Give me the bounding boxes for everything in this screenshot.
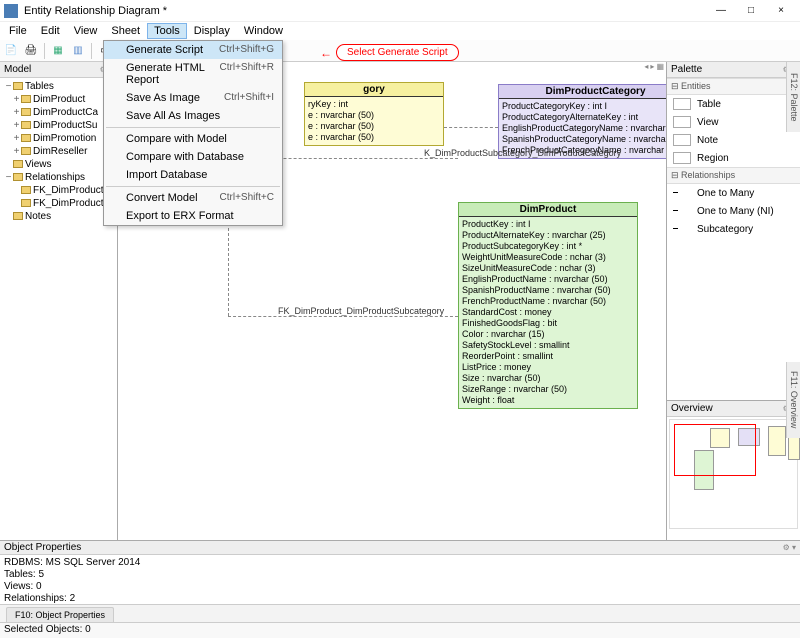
entity-subcategory-cut[interactable]: goryryKey : inte : nvarchar (50)e : nvar…	[304, 82, 444, 146]
tools-menu-dropdown: Generate ScriptCtrl+Shift+GGenerate HTML…	[103, 40, 283, 226]
minimize-button[interactable]: —	[706, 2, 736, 20]
tree-node[interactable]: −Relationships	[2, 171, 115, 184]
tree-node[interactable]: −Tables	[2, 80, 115, 93]
model-tree[interactable]: −Tables+DimProduct+DimProductCa+DimProdu…	[0, 78, 117, 540]
canvas-nav-icon[interactable]: ◂	[644, 62, 648, 71]
overview-canvas[interactable]	[669, 419, 798, 529]
entity-dimproduct[interactable]: DimProductProductKey : int IProductAlter…	[458, 202, 638, 409]
menu-file[interactable]: File	[2, 23, 34, 39]
callout-text: Select Generate Script	[336, 44, 459, 61]
props-title: Object Properties	[4, 542, 81, 553]
side-tab-palette[interactable]: F12: Palette	[786, 62, 800, 132]
palette-item[interactable]: ⎯One to Many	[667, 184, 800, 202]
menu-tools[interactable]: Tools	[147, 23, 187, 39]
app-icon	[4, 4, 18, 18]
annotation-callout: ← Select Generate Script	[320, 44, 459, 61]
tree-node[interactable]: +DimPromotion	[2, 132, 115, 145]
menu-window[interactable]: Window	[237, 23, 290, 39]
canvas-nav-icon[interactable]: ▸	[650, 62, 654, 71]
tree-node[interactable]: +DimReseller	[2, 145, 115, 158]
tree-node[interactable]: +DimProductCa	[2, 106, 115, 119]
overview-title: Overview	[671, 403, 713, 414]
tree-node[interactable]: FK_DimProduct	[2, 184, 115, 197]
palette-item-table[interactable]: Table	[667, 95, 800, 113]
palette-title: Palette	[671, 64, 702, 75]
menuitem-generate-html-report[interactable]: Generate HTML ReportCtrl+Shift+R	[104, 59, 282, 89]
maximize-button[interactable]: □	[736, 2, 766, 20]
object-properties-panel: Object Properties ⚙ ▾ RDBMS: MS SQL Serve…	[0, 540, 800, 604]
menu-display[interactable]: Display	[187, 23, 237, 39]
canvas-nav-icon[interactable]: ▦	[656, 62, 664, 71]
panel-gear-icon[interactable]: ⚙ ▾	[783, 543, 796, 552]
side-tab-overview[interactable]: F11: Overview	[786, 362, 800, 438]
statusbar: Selected Objects: 0	[0, 622, 800, 638]
tree-node[interactable]: Views	[2, 158, 115, 171]
menuitem-compare-with-model[interactable]: Compare with Model	[104, 130, 282, 148]
menu-view[interactable]: View	[67, 23, 105, 39]
menuitem-compare-with-database[interactable]: Compare with Database	[104, 148, 282, 166]
close-button[interactable]: ×	[766, 2, 796, 20]
palette: ⊟ EntitiesTableViewNoteRegion⊟ Relations…	[667, 78, 800, 400]
tool-icon[interactable]: ▥	[69, 42, 87, 60]
relation-label: K_DimProductSubcategory_DimProductCatego…	[424, 148, 621, 158]
window-title: Entity Relationship Diagram *	[24, 5, 706, 17]
tab-object-properties[interactable]: F10: Object Properties	[6, 607, 114, 622]
menuitem-export-to-erx-format[interactable]: Export to ERX Format	[104, 207, 282, 225]
menuitem-convert-model[interactable]: Convert ModelCtrl+Shift+C	[104, 189, 282, 207]
relation-label: FK_DimProduct_DimProductSubcategory	[278, 306, 444, 316]
print-icon[interactable]: 🖨	[22, 42, 40, 60]
tree-node[interactable]: +DimProduct	[2, 93, 115, 106]
arrow-icon: ←	[320, 46, 332, 60]
model-panel-title: Model	[4, 64, 31, 75]
tree-node[interactable]: Notes	[2, 210, 115, 223]
right-panel: Palette⚙ ▾ ⊟ EntitiesTableViewNoteRegion…	[666, 62, 800, 540]
palette-item-view[interactable]: View	[667, 113, 800, 131]
overview-panel: Overview⚙ ▾	[667, 400, 800, 540]
menuitem-save-as-image[interactable]: Save As ImageCtrl+Shift+I	[104, 89, 282, 107]
tree-node[interactable]: FK_DimProductSubcategory	[2, 197, 115, 210]
palette-item-region[interactable]: Region	[667, 149, 800, 167]
tree-node[interactable]: +DimProductSu	[2, 119, 115, 132]
menuitem-import-database[interactable]: Import Database	[104, 166, 282, 184]
titlebar: Entity Relationship Diagram * — □ ×	[0, 0, 800, 22]
model-panel: Model⚙ ▾ −Tables+DimProduct+DimProductCa…	[0, 62, 118, 540]
new-icon[interactable]: 📄	[2, 42, 20, 60]
menu-edit[interactable]: Edit	[34, 23, 67, 39]
menuitem-save-all-as-images[interactable]: Save All As Images	[104, 107, 282, 125]
menuitem-generate-script[interactable]: Generate ScriptCtrl+Shift+G	[104, 41, 282, 59]
menubar: FileEditViewSheetToolsDisplayWindow	[0, 22, 800, 40]
menu-sheet[interactable]: Sheet	[104, 23, 147, 39]
palette-item[interactable]: ⎯One to Many (NI)	[667, 202, 800, 220]
props-body: RDBMS: MS SQL Server 2014Tables: 5Views:…	[0, 555, 800, 607]
palette-item[interactable]: ⎯Subcategory	[667, 220, 800, 238]
palette-item-note[interactable]: Note	[667, 131, 800, 149]
tool-icon[interactable]: ▦	[49, 42, 67, 60]
